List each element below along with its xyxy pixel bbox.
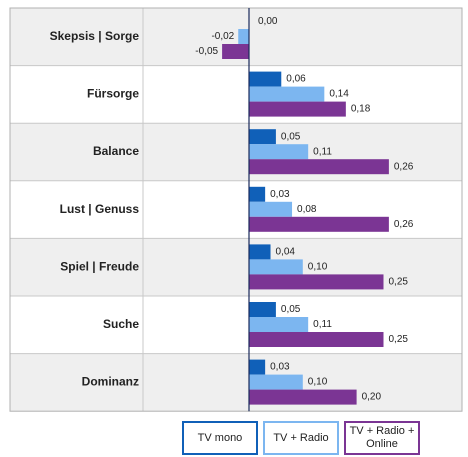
value-label: 0,00 — [258, 16, 278, 27]
bar — [249, 159, 389, 175]
value-label: 0,04 — [276, 247, 296, 258]
category-label: Suche — [103, 317, 139, 331]
legend-entry: TV + Radio + Online — [344, 421, 420, 455]
value-label: 0,25 — [389, 277, 409, 288]
value-label: 0,25 — [389, 334, 409, 345]
bar — [249, 359, 266, 375]
chart-border — [9, 7, 463, 412]
bar — [249, 144, 309, 160]
bar — [249, 389, 357, 405]
bar — [238, 29, 249, 44]
category-label: Spiel | Freude — [60, 259, 139, 273]
category-label: Skepsis | Sorge — [50, 29, 140, 43]
value-label: 0,20 — [362, 392, 382, 403]
chart: Skepsis | Sorge Fürsorge Balance Lust | Gen… — [9, 7, 463, 412]
bar — [222, 44, 249, 59]
bar — [249, 274, 384, 290]
bar — [249, 101, 346, 117]
value-label: 0,26 — [394, 219, 414, 230]
bar — [249, 332, 384, 347]
value-label: 0,14 — [329, 89, 349, 100]
value-label: -0,02 — [211, 31, 234, 42]
category-label: Balance — [93, 144, 139, 158]
bar — [249, 201, 293, 217]
bar — [249, 259, 303, 275]
value-label: 0,26 — [394, 161, 414, 172]
category-label: Lust | Genuss — [60, 202, 140, 216]
value-label: 0,05 — [281, 131, 301, 142]
value-label: 0,10 — [308, 377, 328, 388]
value-label: 0,11 — [313, 146, 332, 157]
bar — [249, 317, 309, 332]
bar — [249, 71, 282, 87]
value-label: 0,10 — [308, 262, 328, 273]
bar — [249, 216, 389, 232]
row-background — [10, 296, 462, 354]
row-background — [10, 238, 462, 296]
value-label: 0,03 — [270, 189, 290, 200]
legend-entry: TV mono — [182, 421, 258, 455]
bar — [249, 186, 266, 202]
value-label: 0,06 — [286, 74, 306, 85]
row-background — [10, 65, 462, 124]
bar — [249, 86, 325, 102]
bar — [249, 129, 276, 145]
value-label: 0,08 — [297, 204, 317, 215]
bar — [249, 302, 276, 317]
row-background — [10, 353, 462, 412]
category-label: Fürsorge — [87, 87, 139, 101]
legend-entry: TV + Radio — [263, 421, 339, 455]
value-label: 0,11 — [313, 319, 332, 330]
value-label: 0,05 — [281, 304, 301, 315]
bar — [249, 374, 303, 390]
value-label: 0,18 — [351, 104, 371, 115]
value-label: 0,03 — [270, 362, 290, 373]
value-label: -0,05 — [195, 46, 218, 57]
category-label: Dominanz — [82, 375, 139, 389]
bar — [249, 244, 271, 260]
